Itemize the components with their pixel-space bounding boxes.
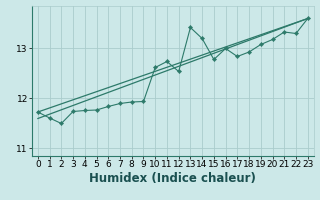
X-axis label: Humidex (Indice chaleur): Humidex (Indice chaleur) [89, 172, 256, 185]
